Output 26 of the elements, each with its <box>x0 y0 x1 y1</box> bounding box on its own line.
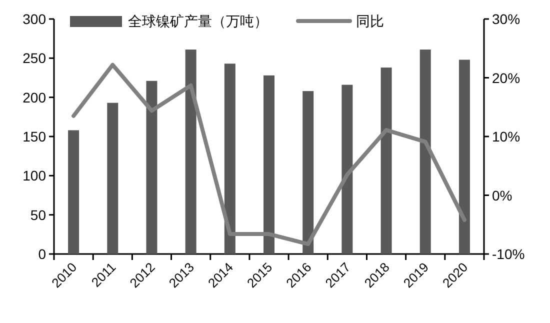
bar <box>107 102 118 254</box>
legend-label: 同比 <box>356 13 384 29</box>
bar <box>458 60 470 254</box>
y-tick-label: 100 <box>22 168 46 184</box>
bar <box>342 84 353 254</box>
y2-tick-label: 0% <box>492 187 512 204</box>
y-tick-label: 300 <box>22 11 46 27</box>
y2-tick-label: 30% <box>492 11 520 27</box>
y-tick-label: 200 <box>22 89 46 106</box>
y-tick-label: 150 <box>22 128 46 144</box>
line-series <box>72 62 466 246</box>
legend-label: 全球镍矿产量（万吨） <box>128 13 268 29</box>
y-tick-label: 250 <box>22 50 46 66</box>
bar <box>146 80 158 254</box>
y2-tick-label: -10% <box>492 246 525 262</box>
bar <box>68 130 80 254</box>
bar <box>380 68 392 254</box>
bar <box>302 91 314 254</box>
y-tick-label: 50 <box>30 206 46 223</box>
bar <box>420 50 431 254</box>
y2-tick-label: 20% <box>492 70 520 86</box>
y2-tick-label: 10% <box>492 128 520 144</box>
bar <box>264 75 274 254</box>
bar <box>224 64 236 254</box>
y-tick-label: 0 <box>38 246 46 262</box>
bar <box>185 50 196 254</box>
